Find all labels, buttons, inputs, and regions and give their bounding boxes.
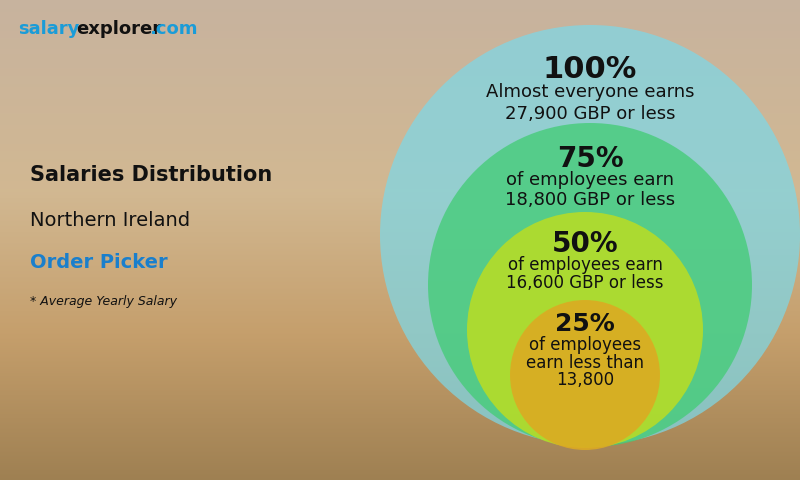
- Text: 75%: 75%: [557, 145, 623, 173]
- Text: Almost everyone earns: Almost everyone earns: [486, 83, 694, 101]
- Text: of employees: of employees: [529, 336, 641, 354]
- Text: earn less than: earn less than: [526, 354, 644, 372]
- Text: of employees earn: of employees earn: [507, 256, 662, 274]
- Circle shape: [510, 300, 660, 450]
- Text: 50%: 50%: [552, 230, 618, 258]
- Text: 27,900 GBP or less: 27,900 GBP or less: [505, 105, 675, 123]
- Text: 25%: 25%: [555, 312, 615, 336]
- Text: 13,800: 13,800: [556, 371, 614, 389]
- Text: Order Picker: Order Picker: [30, 252, 168, 272]
- Text: explorer: explorer: [76, 20, 161, 38]
- Text: salary: salary: [18, 20, 79, 38]
- Text: Salaries Distribution: Salaries Distribution: [30, 165, 272, 185]
- Circle shape: [380, 25, 800, 445]
- Circle shape: [428, 123, 752, 447]
- Text: of employees earn: of employees earn: [506, 171, 674, 189]
- Circle shape: [467, 212, 703, 448]
- Text: .com: .com: [149, 20, 198, 38]
- Text: * Average Yearly Salary: * Average Yearly Salary: [30, 296, 177, 309]
- Text: 16,600 GBP or less: 16,600 GBP or less: [506, 274, 664, 292]
- Text: 100%: 100%: [543, 55, 637, 84]
- Text: Northern Ireland: Northern Ireland: [30, 211, 190, 229]
- Text: 18,800 GBP or less: 18,800 GBP or less: [505, 191, 675, 209]
